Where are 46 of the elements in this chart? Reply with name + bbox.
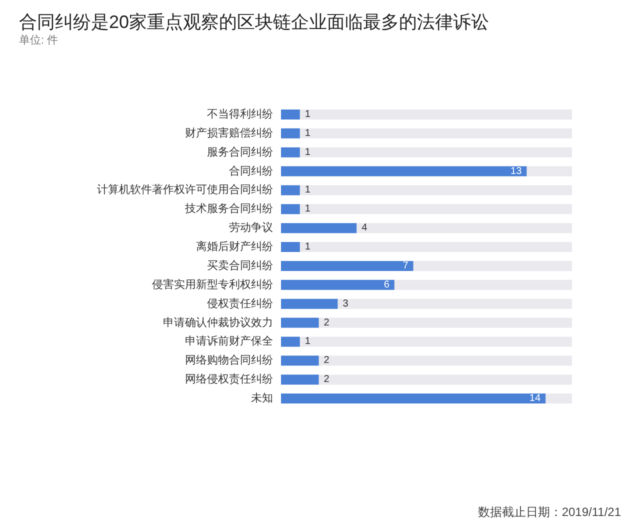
y-tick-label: 申请确认仲裁协议效力	[163, 316, 273, 329]
y-tick-label: 侵权责任纠纷	[207, 296, 273, 310]
bar	[281, 298, 338, 309]
y-tick-label: 未知	[251, 392, 273, 405]
y-tick-label: 服务合同纠纷	[207, 145, 273, 158]
y-tick-label: 申请诉前财产保全	[185, 334, 273, 348]
bar	[281, 336, 300, 347]
data-label: 3	[342, 298, 349, 310]
bar	[281, 374, 319, 385]
y-tick-label: 劳动争议	[229, 221, 273, 234]
y-tick-label: 合同纠纷	[229, 164, 273, 178]
y-tick-label: 财产损害赔偿纠纷	[185, 126, 273, 140]
bar	[281, 147, 300, 158]
y-tick-label: 离婚后财产纠纷	[196, 240, 273, 254]
bar	[281, 242, 300, 252]
bar	[281, 356, 319, 366]
bar	[281, 185, 300, 196]
data-label: 4	[362, 222, 368, 234]
data-label: 1	[304, 128, 311, 139]
data-label: 1	[304, 204, 311, 215]
bar	[281, 318, 319, 328]
data-label: 2	[324, 355, 330, 366]
data-label: 14	[529, 393, 541, 404]
y-tick-label: 网络侵权责任纠纷	[185, 372, 273, 386]
y-tick-label: 侵害实用新型专利权纠纷	[152, 278, 273, 291]
bar	[281, 128, 300, 138]
text: 单位: 件	[19, 34, 58, 46]
y-tick-label: 计算机软件著作权许可使用合同纠纷	[97, 183, 273, 196]
data-label: 2	[324, 317, 330, 328]
text: 数据截止日期：2019/11/21	[478, 505, 622, 519]
data-label: 13	[510, 166, 522, 177]
y-tick-label: 买卖合同纠纷	[207, 258, 273, 272]
bar	[281, 109, 300, 120]
data-label: 1	[304, 184, 311, 196]
data-label: 1	[304, 336, 311, 348]
data-label: 7	[402, 260, 409, 272]
y-tick-label: 网络购物合同纠纷	[185, 354, 273, 367]
chart-title: 合同纠纷是20家重点观察的区块链企业面临最多的法律诉讼	[19, 12, 490, 32]
data-label: 2	[324, 374, 330, 386]
data-label: 6	[384, 279, 390, 290]
y-tick-label: 技术服务合同纠纷	[184, 202, 273, 216]
y-tick-label: 不当得利纠纷	[207, 107, 273, 120]
data-label: 1	[304, 242, 311, 253]
bar	[281, 204, 300, 214]
data-label: 1	[304, 146, 311, 158]
data-label: 1	[304, 108, 311, 120]
